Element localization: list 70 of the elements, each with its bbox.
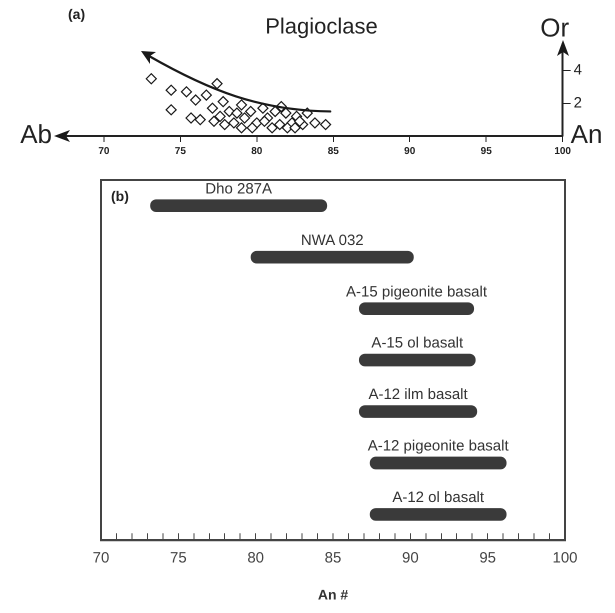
point (218, 96, 229, 108)
point (211, 78, 223, 90)
point (274, 118, 286, 130)
bar (370, 456, 507, 470)
x-tick-label: 95 (479, 549, 496, 566)
y-tick-label: 4 (574, 62, 582, 79)
x-tick-label: 100 (554, 146, 572, 157)
point (245, 106, 256, 118)
point (190, 94, 202, 106)
point (180, 86, 192, 98)
y-axis-title: Or (540, 12, 570, 43)
point (320, 118, 332, 130)
text: Ab (20, 119, 52, 150)
chart-title: Plagioclase (265, 13, 378, 38)
point (309, 117, 321, 129)
x-tick-label: 90 (404, 146, 416, 157)
point (246, 122, 258, 134)
bar (358, 354, 476, 366)
point (231, 108, 243, 119)
bar (358, 405, 478, 418)
bar (150, 199, 328, 212)
point (206, 102, 218, 114)
bar (370, 508, 507, 521)
category-label: A-12 ilm basalt (368, 386, 468, 404)
point (236, 122, 248, 134)
point (166, 104, 177, 116)
x-tick-label: 100 (552, 549, 578, 566)
point (289, 122, 301, 134)
point (224, 106, 235, 118)
annotation: (b) (111, 188, 129, 204)
point (146, 73, 157, 84)
x-tick-label: 95 (480, 146, 492, 157)
bar (358, 302, 474, 315)
point (258, 116, 270, 127)
x-tick-label: 85 (324, 549, 342, 566)
x-tick-label: 80 (247, 549, 264, 566)
category-label: A-15 pigeonite basalt (346, 283, 487, 300)
point (200, 90, 212, 101)
point (266, 122, 278, 134)
point (257, 102, 269, 114)
point (294, 116, 306, 127)
text: An (570, 119, 602, 150)
x-tick-label: 75 (170, 549, 187, 566)
point (236, 99, 248, 111)
x-axis-title: An # (318, 586, 348, 602)
point (208, 116, 220, 127)
point (214, 110, 226, 122)
x-tick-label: 75 (174, 146, 186, 157)
text: (a) (68, 6, 86, 22)
point (282, 122, 293, 134)
category-label: A-12 pigeonite basalt (368, 438, 509, 455)
category-label: Dho 287A (205, 180, 272, 198)
category-label: A-12 ol basalt (392, 489, 484, 506)
y-tick-label: 2 (574, 94, 582, 112)
category-label: A-15 ol basalt (371, 334, 464, 352)
x-tick-label: 70 (98, 146, 110, 157)
point (194, 114, 206, 126)
point (166, 84, 177, 96)
point (185, 112, 197, 124)
point (238, 112, 250, 124)
point (228, 117, 240, 129)
x-tick-label: 80 (251, 146, 263, 157)
x-tick-label: 90 (402, 549, 419, 566)
x-tick-label: 70 (92, 549, 110, 566)
point (270, 106, 281, 118)
point (219, 118, 230, 130)
bar (250, 250, 414, 264)
category-label: NWA 032 (300, 232, 364, 249)
point (280, 108, 292, 119)
x-tick-label: 85 (328, 146, 340, 157)
